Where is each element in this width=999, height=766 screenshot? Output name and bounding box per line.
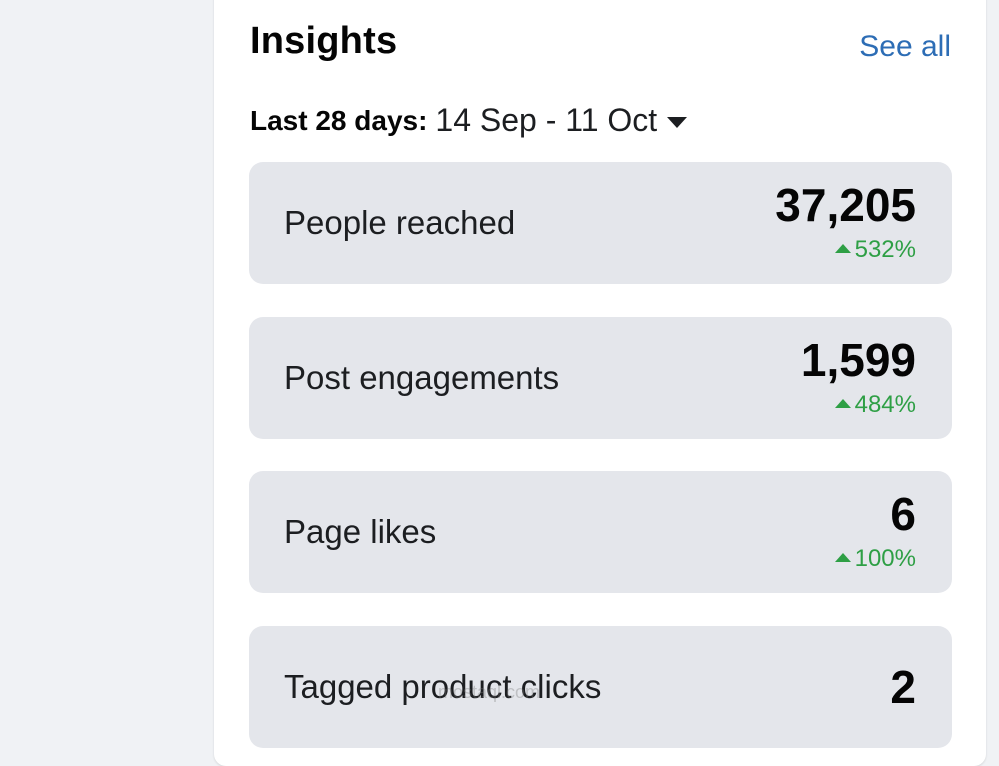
arrow-up-icon [834,399,851,408]
metric-change: 532% [834,236,916,264]
arrow-up-icon [834,553,851,562]
metric-label: Tagged product clicks [284,668,602,705]
metric-card-people-reached[interactable]: People reached 37,205 532% [249,162,952,284]
metric-value: 6 [890,488,916,540]
metric-change: 484% [834,391,916,419]
metric-label: People reached [284,204,516,241]
left-gutter [0,0,214,750]
arrow-up-icon [834,244,851,253]
metric-card-page-likes[interactable]: Page likes 6 100% [249,471,952,593]
metric-card-post-engagements[interactable]: Post engagements 1,599 484% [249,317,952,439]
metric-change-value: 532% [854,236,916,263]
metric-value: 1,599 [800,334,916,386]
caret-down-icon [667,117,688,128]
metric-value: 37,205 [775,179,916,231]
metric-label: Page likes [284,513,437,550]
date-range-selector[interactable]: Last 28 days: 14 Sep - 11 Oct [250,102,688,139]
see-all-link[interactable]: See all [859,30,951,63]
metric-card-tagged-product-clicks[interactable]: Tagged product clicks 2 [249,626,952,748]
metric-change-value: 100% [854,545,916,572]
metric-change: 100% [834,545,916,573]
date-range-value: 14 Sep - 11 Oct [435,102,658,138]
date-range-label: Last 28 days: [250,104,428,136]
watermark-logo: mostaql.com [438,682,541,702]
metric-change-value: 484% [854,391,916,418]
insights-title: Insights [250,20,398,62]
metric-label: Post engagements [284,359,560,396]
metric-value: 2 [890,661,916,713]
